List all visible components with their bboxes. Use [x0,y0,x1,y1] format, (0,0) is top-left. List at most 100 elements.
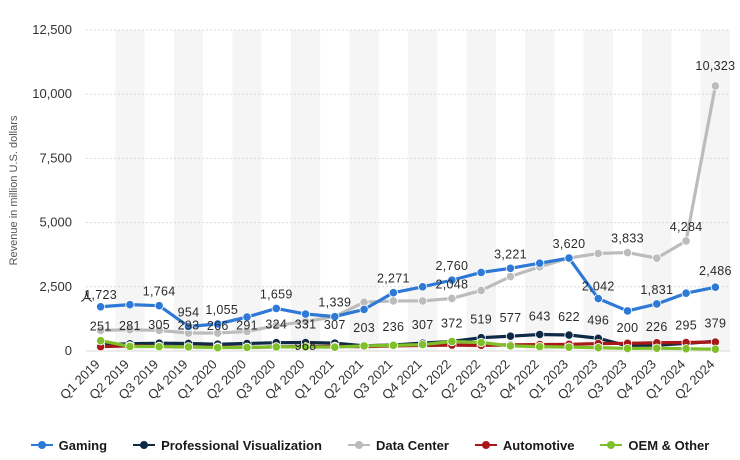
data-point [622,247,633,258]
data-point [622,306,633,316]
data-label: 236 [382,320,404,334]
data-point [183,321,194,332]
data-point [535,258,545,268]
legend-item-professional-visualization[interactable]: Professional Visualization [133,438,322,453]
data-label: 3,221 [494,247,527,261]
data-label: 1,339 [318,296,351,310]
data-point [271,320,281,331]
legend-swatch-dot [607,441,616,449]
data-point [505,331,516,341]
data-label: 622 [558,310,580,324]
data-point [593,248,603,259]
data-point [593,293,603,304]
data-label: 1,659 [260,287,293,301]
data-point [681,344,691,354]
y-tick-label: 0 [65,343,72,358]
legend-swatch-dot [481,441,490,449]
data-point [154,325,164,336]
data-point [418,282,428,292]
legend-item-automotive[interactable]: Automotive [474,438,574,453]
y-axis-label: Revenue in million U.S. dollars [8,115,20,265]
data-label: 3,833 [611,232,644,246]
data-point [593,343,603,353]
data-point [388,340,398,350]
data-point [96,336,106,346]
data-point [213,328,223,338]
data-point [535,342,545,352]
data-point [271,342,281,352]
series-line-gaming [100,256,716,329]
data-point [564,342,574,352]
data-label: 307 [412,318,434,332]
legend-item-gaming[interactable]: Gaming [30,438,107,453]
data-point [710,344,720,354]
data-point [300,309,311,319]
data-point [242,342,252,353]
data-point [183,342,194,352]
data-point [388,288,398,298]
data-point [476,267,486,278]
data-label: 307 [324,318,346,332]
data-point [154,342,164,352]
data-point [418,339,428,350]
data-point [652,299,662,309]
y-tick-label: 5,000 [39,215,72,230]
legend-swatch [133,440,156,450]
data-point [476,337,486,348]
data-point [330,312,340,322]
data-point [359,304,369,314]
data-point [96,302,106,312]
data-point [447,293,457,304]
data-point [388,296,398,306]
legend-item-data-center[interactable]: Data Center [347,437,449,453]
legend-swatch [347,440,370,450]
data-point [505,263,516,273]
grid-band [173,30,204,351]
marker-glyph: 人 [80,290,93,304]
grid-band [525,30,555,351]
data-label: 203 [353,321,375,335]
data-label: 2,760 [436,259,469,273]
series-line-oem-other [100,339,716,351]
grid-band [232,30,262,351]
data-label: 2,486 [699,264,732,278]
legend-swatch-dot [354,441,363,449]
y-tick-label: 7,500 [39,150,72,165]
data-label: 1,723 [84,288,117,302]
legend-swatch [30,440,53,450]
data-point [681,236,691,246]
data-point [652,253,662,263]
data-point [125,300,135,310]
data-point [154,301,164,311]
legend-label: Data Center [375,437,449,453]
data-label: 10,323 [695,59,735,73]
data-point [447,275,457,285]
data-point [213,343,223,353]
data-point [447,336,457,347]
data-label: 643 [529,309,551,323]
data-label: 305 [148,318,170,332]
data-point [96,325,106,336]
data-point [242,326,252,337]
data-point [213,319,223,329]
data-point [652,343,662,353]
data-label: 266 [207,319,229,333]
data-point [505,341,516,351]
y-tick-label: 2,500 [39,279,72,294]
data-point [710,81,720,91]
data-label: 372 [441,316,463,330]
data-label: 2,048 [436,277,469,291]
data-label: 3,620 [553,237,586,251]
data-point [271,303,281,313]
data-label: 496 [587,313,609,327]
data-label: 519 [470,313,492,327]
data-point [710,282,720,292]
data-label: 379 [704,316,726,330]
legend-item-oem-other[interactable]: OEM & Other [600,438,709,453]
data-label: 968 [295,339,317,353]
data-label: 293 [178,318,200,332]
data-point [300,342,311,352]
grid-band [290,30,321,351]
data-point [418,296,428,306]
